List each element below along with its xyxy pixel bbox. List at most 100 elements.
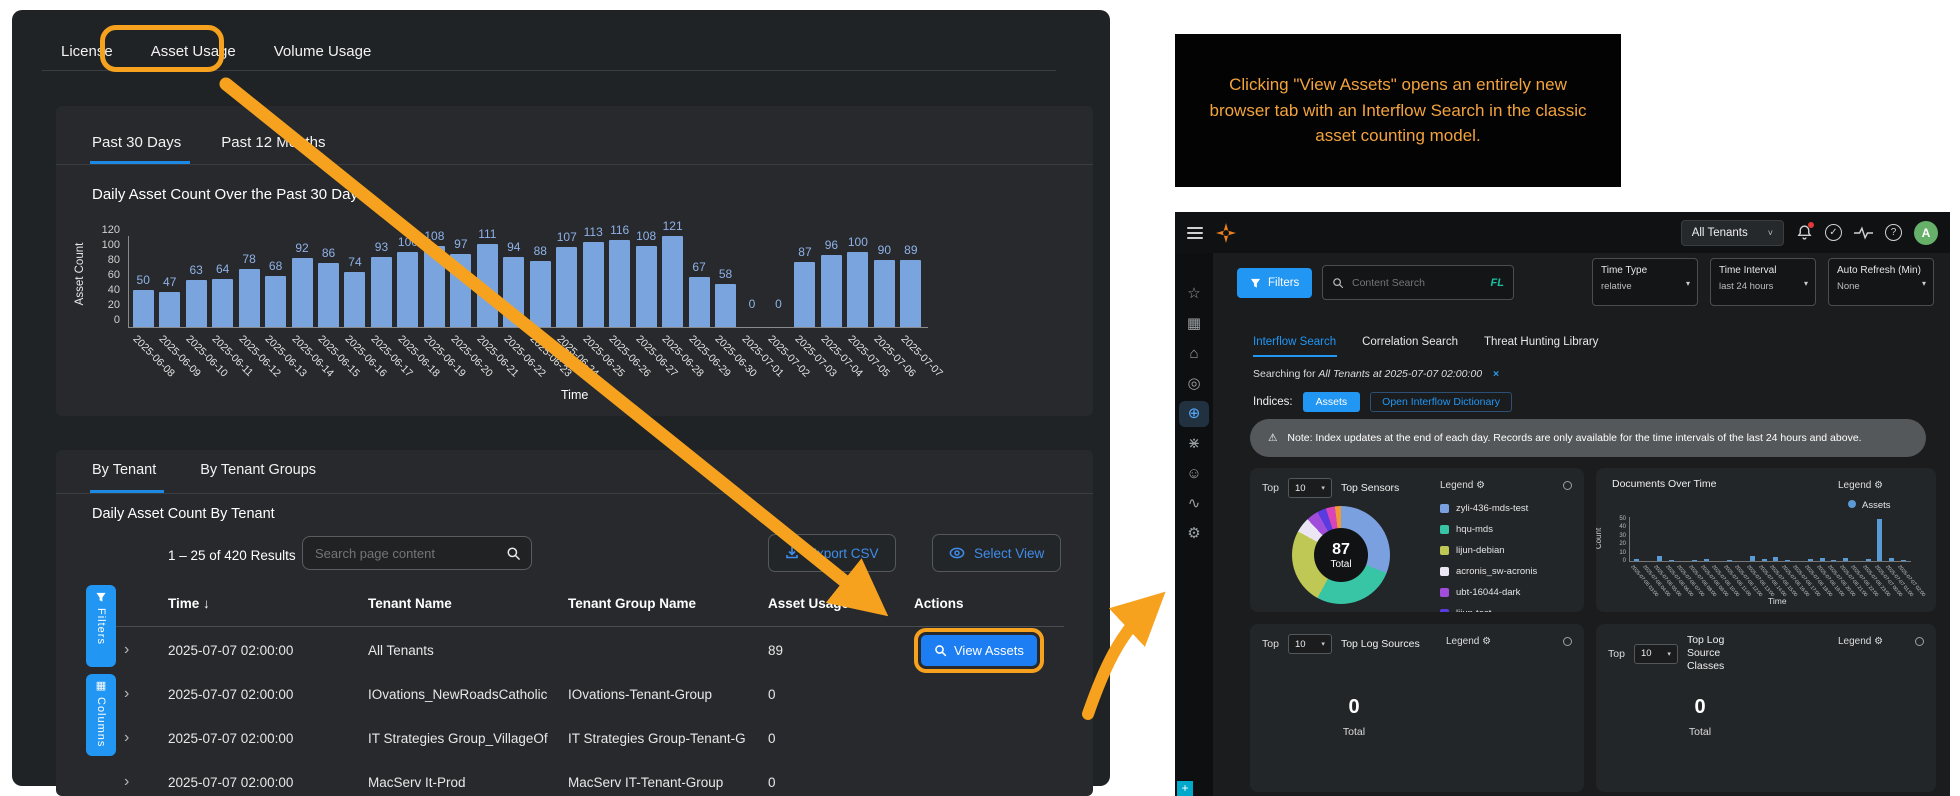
annotation-highlight-view-assets: View Assets: [914, 627, 1044, 673]
bar-value-label: 116: [610, 223, 630, 237]
tab-by-tenant[interactable]: By Tenant: [92, 462, 157, 478]
table-row[interactable]: › 2025-07-07 02:00:00 IT Strategies Group_…: [112, 716, 1074, 760]
gear-icon: ⚙: [1874, 480, 1884, 491]
legend-settings[interactable]: Legend ⚙: [1838, 636, 1884, 647]
widget-config-icon[interactable]: [1563, 481, 1572, 490]
bar-value-label: 47: [163, 274, 177, 289]
tab-threat-hunting-library[interactable]: Threat Hunting Library: [1484, 336, 1599, 348]
time-type-dropdown[interactable]: Time Type relative ▾: [1592, 258, 1698, 306]
legend-label: zyli-436-mds-test: [1456, 503, 1529, 514]
visualize-icon[interactable]: ▦: [1186, 315, 1202, 332]
top-count-select[interactable]: 10 ▾: [1633, 643, 1678, 664]
expand-chevron-icon[interactable]: ›: [124, 773, 130, 790]
legend-settings[interactable]: Legend ⚙: [1446, 636, 1492, 647]
mini-bar: [1805, 559, 1817, 561]
cases-icon[interactable]: ⌂: [1189, 345, 1199, 362]
assets-index-button[interactable]: Assets: [1302, 392, 1361, 412]
tab-license[interactable]: License: [61, 43, 113, 60]
legend-settings[interactable]: Legend ⚙: [1440, 480, 1486, 491]
widget-config-icon[interactable]: [1915, 637, 1924, 646]
widget-config-icon[interactable]: [1563, 637, 1572, 646]
legend-label: lijun-test: [1456, 608, 1491, 612]
page-search-input[interactable]: [313, 544, 506, 562]
settings-icon[interactable]: ⚙: [1187, 525, 1201, 542]
tab-volume-usage[interactable]: Volume Usage: [273, 43, 372, 60]
legend-item[interactable]: lijun-debian: [1440, 540, 1537, 561]
bar-value-label: 58: [718, 266, 733, 281]
tasks-check-icon[interactable]: ✓: [1825, 224, 1842, 241]
respond-icon[interactable]: ⋇: [1187, 435, 1201, 452]
search-icon: [1333, 277, 1344, 288]
legend-item[interactable]: acronis_sw-acronis: [1440, 561, 1537, 582]
tab-past-12-months[interactable]: Past 12 Months: [221, 134, 326, 151]
expand-chevron-icon[interactable]: ›: [124, 641, 130, 658]
y-axis-tick: 120: [101, 224, 120, 236]
table-row[interactable]: › 2025-07-07 02:00:00 All Tenants 89 View As…: [112, 627, 1074, 673]
reports-icon[interactable]: ∿: [1187, 495, 1201, 512]
columns-side-tab[interactable]: ▦ Columns: [86, 674, 116, 756]
tab-past-30-days[interactable]: Past 30 Days: [92, 134, 182, 151]
legend-item[interactable]: hqu-mds: [1440, 519, 1537, 540]
documents-bar-chart: [1631, 518, 1909, 561]
legend-item[interactable]: lijun-test: [1440, 603, 1537, 612]
header-time[interactable]: Time ↓: [168, 596, 210, 611]
open-interflow-dictionary-button[interactable]: Open Interflow Dictionary: [1370, 392, 1513, 412]
x-axis-line: [128, 327, 928, 328]
tab-interflow-search[interactable]: Interflow Search: [1253, 336, 1337, 348]
help-icon[interactable]: ?: [1885, 224, 1902, 241]
chart-bar: 96: [818, 237, 844, 327]
favorites-icon[interactable]: ☆: [1187, 285, 1201, 302]
content-search-input[interactable]: [1350, 275, 1485, 290]
time-interval-dropdown[interactable]: Time Interval last 24 hours ▾: [1710, 258, 1816, 306]
chart-bar: 93: [368, 237, 394, 327]
notifications-bell-icon[interactable]: [1796, 222, 1814, 241]
tab-by-tenant-groups[interactable]: By Tenant Groups: [200, 462, 317, 478]
top-count-select[interactable]: 10 ▾: [1287, 478, 1332, 498]
legend-item-assets[interactable]: Assets: [1848, 500, 1891, 511]
assistant-icon[interactable]: ☺: [1186, 465, 1202, 482]
header-asset-usage[interactable]: Asset Usage: [768, 596, 850, 611]
chart-bar: 64: [209, 237, 235, 327]
table-body: › 2025-07-07 02:00:00 All Tenants 89 View As…: [112, 627, 1074, 796]
legend-item[interactable]: ubt-16044-dark: [1440, 582, 1537, 603]
expand-chevron-icon[interactable]: ›: [124, 685, 130, 702]
bar-value-label: 78: [242, 251, 256, 266]
auto-refresh-dropdown[interactable]: Auto Refresh (Min) None ▾: [1828, 258, 1934, 306]
license-dashboard-panel: License Asset Usage Volume Usage Past 30…: [12, 10, 1110, 796]
top-count-select[interactable]: 10 ▾: [1287, 634, 1332, 654]
y-axis-tick: 50: [1619, 516, 1626, 522]
activity-pulse-icon[interactable]: [1854, 225, 1873, 240]
chart-title: Daily Asset Count Over the Past 30 Days: [92, 186, 366, 203]
investigate-icon[interactable]: ⊕: [1179, 401, 1209, 427]
filters-side-tab[interactable]: Filters: [86, 585, 116, 667]
table-row[interactable]: › 2025-07-07 02:00:00 MacServ It-Prod MacSe…: [112, 760, 1074, 796]
bar-value-label: 94: [507, 239, 521, 254]
select-view-button[interactable]: Select View: [932, 534, 1062, 572]
view-assets-button[interactable]: View Assets: [921, 634, 1037, 666]
legend-settings[interactable]: Legend ⚙: [1838, 480, 1884, 491]
add-button[interactable]: +: [1177, 781, 1193, 796]
menu-icon[interactable]: [1187, 226, 1203, 239]
filters-button[interactable]: Filters: [1237, 268, 1313, 298]
bar-value-label: 107: [556, 229, 577, 244]
gear-icon: ⚙: [1482, 636, 1492, 647]
bar-value-label: 96: [824, 238, 839, 252]
expand-chevron-icon[interactable]: ›: [124, 729, 130, 746]
tab-correlation-search[interactable]: Correlation Search: [1362, 336, 1458, 348]
export-csv-label: Export CSV: [808, 545, 879, 561]
x-axis-title: Time: [1768, 596, 1787, 606]
export-csv-button[interactable]: Export CSV: [768, 534, 896, 572]
header-tenant-group-name[interactable]: Tenant Group Name: [568, 596, 697, 611]
top-label: Top: [1608, 647, 1625, 660]
chevron-down-icon: ˅: [1767, 227, 1773, 238]
header-tenant-name[interactable]: Tenant Name: [368, 596, 452, 611]
close-icon[interactable]: ×: [1492, 368, 1500, 380]
tab-asset-usage[interactable]: Asset Usage: [150, 43, 236, 60]
results-count: 1 – 25 of 420 Results↻: [168, 546, 318, 564]
table-row[interactable]: › 2025-07-07 02:00:00 IOvations_NewRoadsCa…: [112, 672, 1074, 716]
detect-icon[interactable]: ◎: [1187, 375, 1201, 392]
user-avatar[interactable]: A: [1914, 220, 1938, 245]
tenant-select[interactable]: All Tenants ˅: [1680, 219, 1784, 246]
legend-item[interactable]: zyli-436-mds-test: [1440, 498, 1537, 519]
bar-value-label: 0: [775, 297, 782, 311]
